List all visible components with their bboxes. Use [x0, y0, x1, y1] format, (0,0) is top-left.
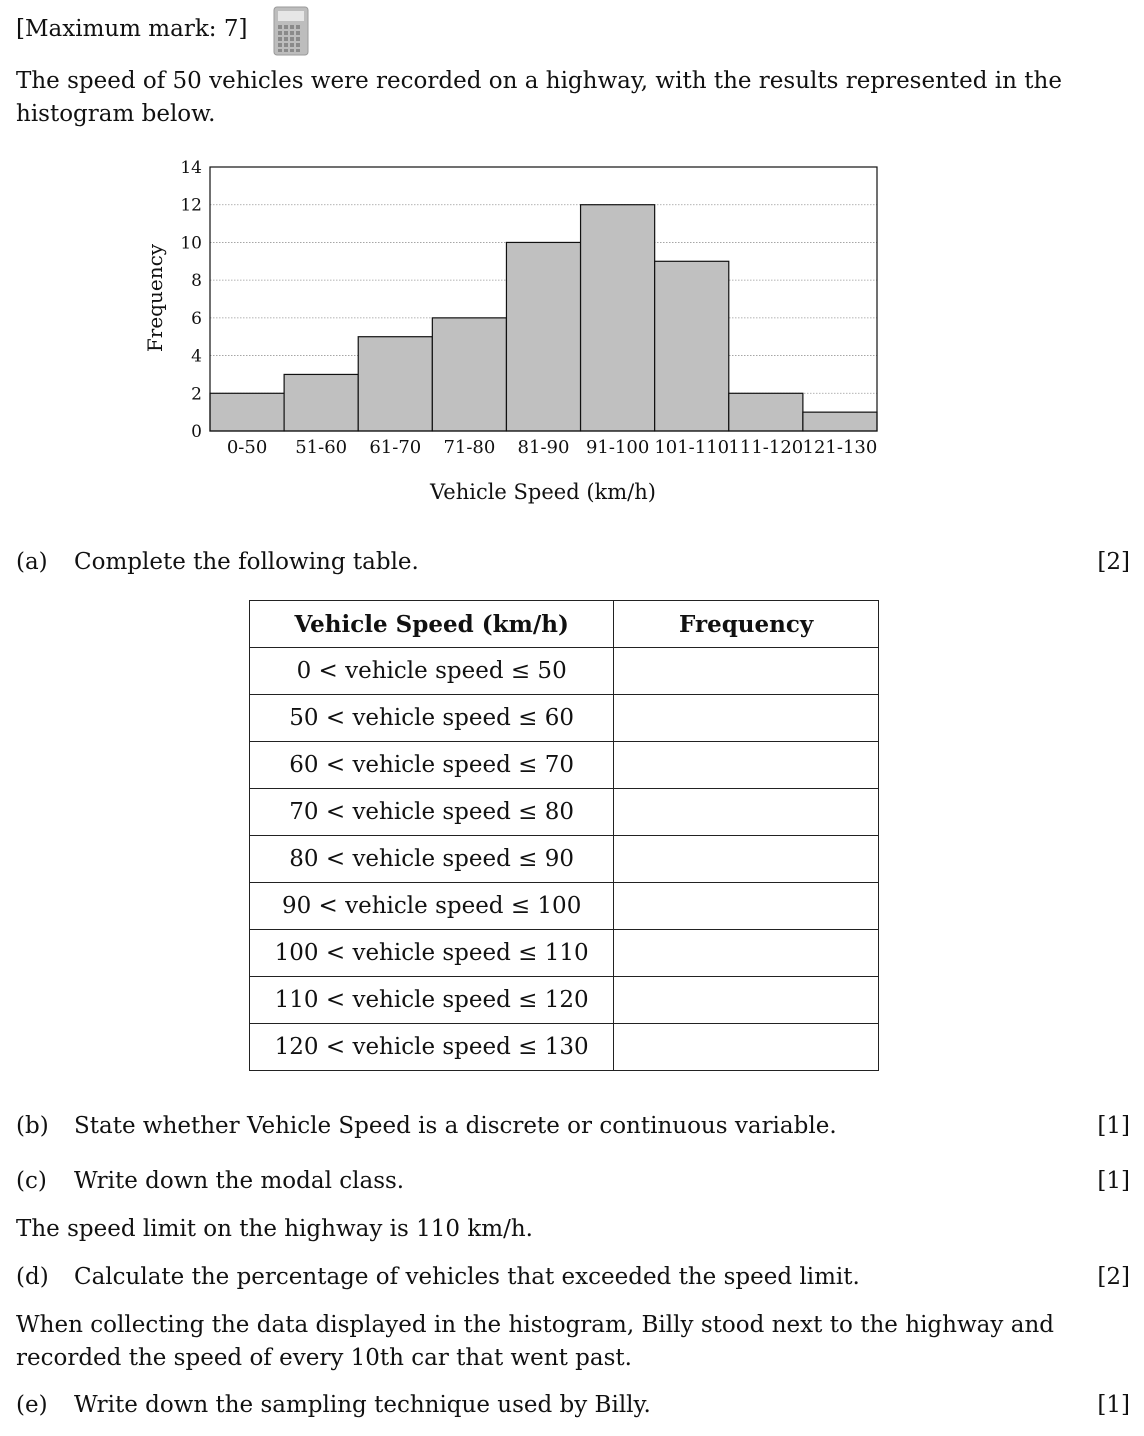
histogram-bar — [802, 411, 878, 432]
table-row: 120 < vehicle speed ≤ 130 — [248, 1023, 879, 1071]
part-d-text: Calculate the percentage of vehicles tha… — [74, 1264, 860, 1290]
x-tick-label: 111-120 — [728, 437, 803, 458]
max-mark: [Maximum mark: 7] — [16, 16, 248, 42]
frequency-answer-cell[interactable] — [613, 1023, 879, 1071]
part-e-text: Write down the sampling technique used b… — [74, 1392, 651, 1418]
table-header-speed: Vehicle Speed (km/h) — [248, 600, 615, 648]
plot-frame — [209, 166, 878, 432]
histogram-bar — [357, 336, 433, 432]
y-tick-label: 10 — [180, 233, 202, 253]
speed-interval-cell: 90 < vehicle speed ≤ 100 — [248, 882, 615, 930]
histogram-bar — [209, 392, 285, 432]
speed-interval-cell: 70 < vehicle speed ≤ 80 — [248, 788, 615, 836]
table-row: 0 < vehicle speed ≤ 50 — [248, 647, 879, 695]
frequency-answer-cell[interactable] — [613, 835, 879, 883]
table-row: 50 < vehicle speed ≤ 60 — [248, 694, 879, 742]
part-b-marks: [1] — [1097, 1113, 1130, 1139]
x-axis-label: Vehicle Speed (km/h) — [429, 480, 656, 504]
frequency-answer-cell[interactable] — [613, 929, 879, 977]
y-tick-label: 0 — [191, 422, 202, 442]
x-tick-label: 71-80 — [443, 437, 495, 458]
speed-interval-cell: 120 < vehicle speed ≤ 130 — [248, 1023, 615, 1071]
table-row: 80 < vehicle speed ≤ 90 — [248, 835, 879, 883]
y-tick-label: 4 — [191, 347, 202, 367]
speed-interval-cell: 0 < vehicle speed ≤ 50 — [248, 647, 615, 695]
speed-interval-cell: 110 < vehicle speed ≤ 120 — [248, 976, 615, 1024]
context-line-2: recorded the speed of every 10th car tha… — [16, 1345, 632, 1371]
part-d-marks: [2] — [1097, 1264, 1130, 1290]
frequency-answer-cell[interactable] — [613, 976, 879, 1024]
histogram-bar — [579, 204, 656, 432]
histogram-bar — [431, 317, 508, 432]
calculator-icon — [273, 6, 309, 56]
histogram-bar — [728, 392, 804, 432]
histogram-bar — [283, 373, 359, 432]
part-c-letter: (c) — [16, 1168, 47, 1194]
table-header-row: Vehicle Speed (km/h) Frequency — [248, 600, 879, 648]
part-a-marks: [2] — [1097, 549, 1130, 575]
x-tick-label: 61-70 — [369, 437, 421, 458]
intro-line-1: The speed of 50 vehicles were recorded o… — [16, 68, 1062, 94]
speed-interval-cell: 50 < vehicle speed ≤ 60 — [248, 694, 615, 742]
x-tick-label: 51-60 — [295, 437, 347, 458]
x-tick-label: 91-100 — [586, 437, 649, 458]
table-header-frequency: Frequency — [613, 600, 879, 648]
y-axis-label: Frequency — [143, 243, 167, 352]
frequency-answer-cell[interactable] — [613, 788, 879, 836]
speed-interval-cell: 100 < vehicle speed ≤ 110 — [248, 929, 615, 977]
part-a-text: Complete the following table. — [74, 549, 419, 575]
part-b-text: State whether Vehicle Speed is a discret… — [74, 1113, 837, 1139]
part-e-marks: [1] — [1097, 1392, 1130, 1418]
context-line-1: When collecting the data displayed in th… — [16, 1312, 1054, 1338]
y-tick-label: 2 — [191, 384, 202, 404]
intro-line-2: histogram below. — [16, 101, 216, 127]
y-tick-label: 8 — [191, 271, 202, 291]
x-tick-label: 81-90 — [518, 437, 570, 458]
table-row: 90 < vehicle speed ≤ 100 — [248, 882, 879, 930]
frequency-answer-cell[interactable] — [613, 647, 879, 695]
part-c-text: Write down the modal class. — [74, 1168, 405, 1194]
part-c-marks: [1] — [1097, 1168, 1130, 1194]
histogram-bar — [505, 241, 582, 432]
frequency-answer-cell[interactable] — [613, 741, 879, 789]
part-a-letter: (a) — [16, 549, 48, 575]
frequency-table: Vehicle Speed (km/h) Frequency 0 < vehic… — [248, 600, 879, 1071]
speed-interval-cell: 80 < vehicle speed ≤ 90 — [248, 835, 615, 883]
histogram-bar — [654, 260, 730, 432]
x-tick-label: 101-110 — [654, 437, 729, 458]
part-d-letter: (d) — [16, 1264, 49, 1290]
histogram-chart: 0 2 4 6 8 10 12 14 0-50 51-60 61-70 71-80 81-90 91-10… — [143, 158, 878, 504]
table-row: 110 < vehicle speed ≤ 120 — [248, 976, 879, 1024]
x-tick-label: 121-130 — [803, 437, 878, 458]
y-tick-label: 6 — [191, 309, 202, 329]
y-tick-label: 14 — [180, 158, 202, 178]
part-b-letter: (b) — [16, 1113, 49, 1139]
x-tick-label: 0-50 — [227, 437, 267, 458]
frequency-answer-cell[interactable] — [613, 694, 879, 742]
table-row: 70 < vehicle speed ≤ 80 — [248, 788, 879, 836]
y-tick-label: 12 — [180, 196, 202, 216]
table-row: 100 < vehicle speed ≤ 110 — [248, 929, 879, 977]
speed-interval-cell: 60 < vehicle speed ≤ 70 — [248, 741, 615, 789]
part-e-letter: (e) — [16, 1392, 48, 1418]
frequency-answer-cell[interactable] — [613, 882, 879, 930]
speed-limit-statement: The speed limit on the highway is 110 km… — [16, 1216, 533, 1242]
table-row: 60 < vehicle speed ≤ 70 — [248, 741, 879, 789]
